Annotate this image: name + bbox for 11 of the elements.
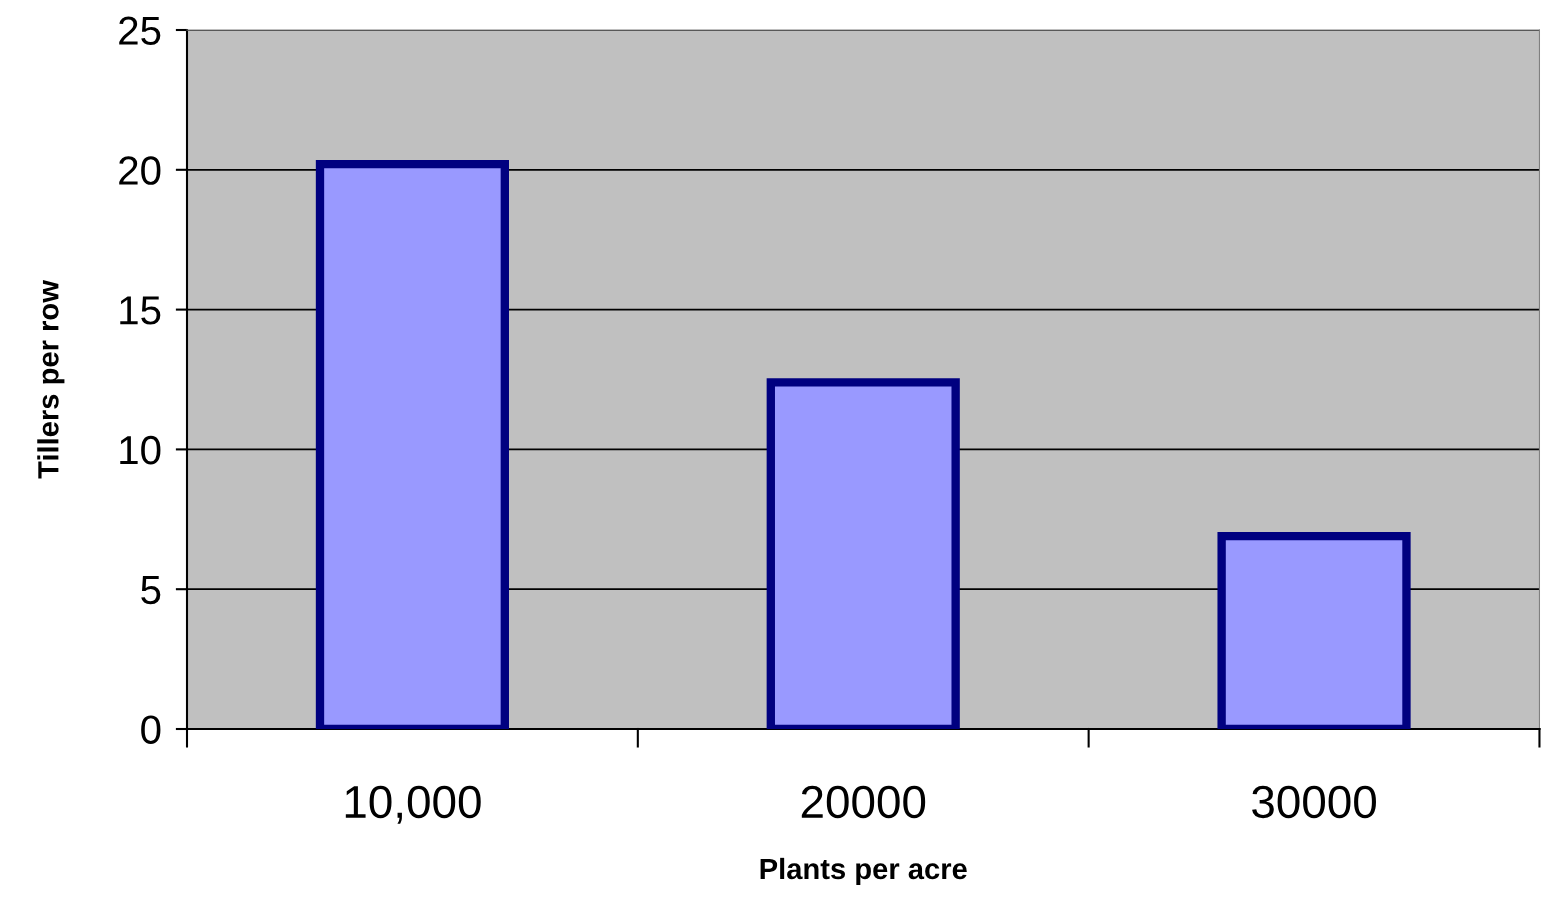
y-tick-label: 25 xyxy=(119,16,161,45)
y-tick-label: 5 xyxy=(141,576,161,605)
y-tick-label: 0 xyxy=(141,715,161,744)
y-tick-label: 20 xyxy=(119,156,161,185)
y-axis-title: Tillers per row xyxy=(37,280,65,479)
x-tick-label: 30000 xyxy=(1252,785,1376,819)
x-axis-title: Plants per acre xyxy=(760,857,967,886)
y-tick-label: 10 xyxy=(120,435,161,465)
y-tick-label: 15 xyxy=(120,296,161,325)
x-tick-label: 20000 xyxy=(801,785,926,819)
x-tick-label: 10,000 xyxy=(345,785,481,824)
